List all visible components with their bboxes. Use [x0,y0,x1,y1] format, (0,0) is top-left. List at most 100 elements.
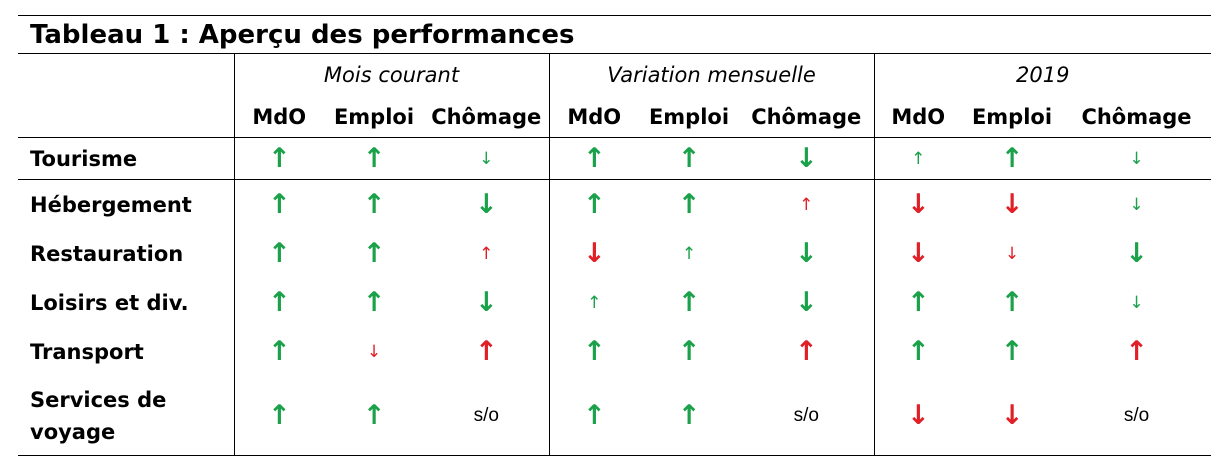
arrow-up-icon: ↑ [677,143,701,174]
arrow-down-icon: ↓ [794,143,818,174]
table-row: Hébergement ↑ ↑ ↓ ↑ ↑ ↑ ↓ ↓ ↓ [18,179,1211,230]
column-header: Emploi [324,95,424,138]
column-header: Emploi [962,95,1062,138]
table-cell: ↓ [1062,229,1211,278]
table-cell: ↑ [233,179,324,229]
column-header: Chômage [424,95,549,138]
row-label: Hébergement [30,192,192,217]
arrow-up-icon: ↑ [906,336,930,367]
group-header: 2019 [873,54,1211,95]
corner-cell [18,95,234,138]
table-cell: ↑ [639,137,739,180]
column-header: MdO [233,95,324,138]
arrow-up-icon: ↑ [582,336,606,367]
row-label: Services de voyage [18,376,234,456]
arrow-up-icon: ↑ [267,143,291,174]
row-label: Transport [30,339,144,364]
table-cell: ↑ [1062,327,1211,376]
table-title: Tableau 1 : Aperçu des performances [30,20,575,50]
table-cell: ↓ [739,229,874,278]
table-cell: ↑ [873,137,962,180]
arrow-up-icon: ↑ [362,143,386,174]
arrow-up-icon: ↑ [267,189,291,220]
table-cell: ↑ [873,327,962,376]
table-cell: ↑ [548,278,639,327]
arrow-up-icon: ↑ [479,244,494,264]
arrow-up-icon: ↑ [362,400,386,431]
table-cell: ↑ [233,278,324,327]
arrow-up-icon: ↑ [582,143,606,174]
arrow-down-icon: ↓ [1000,189,1024,220]
table-cell: ↑ [424,327,549,376]
arrow-down-icon: ↓ [479,149,494,169]
table-cell: ↓ [962,180,1062,230]
table-cell: ↓ [739,278,874,327]
table-cell: ↓ [548,229,639,278]
arrow-down-icon: ↓ [366,342,382,362]
arrow-up-icon: ↑ [677,400,701,431]
table-cell: ↑ [639,278,739,327]
arrow-up-icon: ↑ [1000,287,1024,318]
arrow-up-icon: ↑ [677,336,701,367]
column-header: Chômage [1062,95,1211,138]
column-header: Emploi [639,95,739,138]
table-cell: ↑ [548,376,639,456]
arrow-up-icon: ↑ [587,293,602,313]
table-cell: ↑ [233,327,324,376]
arrow-up-icon: ↑ [474,336,498,367]
table-cell: ↑ [548,137,639,180]
arrow-down-icon: ↓ [906,189,930,220]
table-cell: ↑ [548,179,639,229]
table-row: Services de voyage ↑ ↑ s/o ↑ ↑ s/o ↓ ↓ s/o [18,376,1211,456]
arrow-up-icon: ↑ [267,400,291,431]
table-row: Tourisme ↑ ↑ ↓ ↑ ↑ ↓ ↑ ↑ ↓ [18,137,1211,180]
table-cell: ↑ [962,327,1062,376]
not-applicable-text: s/o [473,404,499,426]
table-cell: ↓ [1062,180,1211,230]
table-cell: ↑ [324,137,424,180]
row-label: Restauration [30,241,184,266]
column-header: MdO [548,95,639,138]
table-cell: ↓ [424,180,549,230]
not-applicable-text: s/o [793,404,819,426]
table-row: Restauration ↑ ↑ ↑ ↓ ↑ ↓ ↓ ↓ ↓ [18,229,1211,278]
arrow-up-icon: ↑ [677,287,701,318]
arrow-up-icon: ↑ [582,400,606,431]
arrow-down-icon: ↓ [582,238,606,269]
performance-table: Mois courant Variation mensuelle 2019 Md… [18,54,1211,456]
table-cell: ↑ [639,327,739,376]
row-label: Tourisme [18,137,234,180]
arrow-up-icon: ↑ [362,189,386,220]
table-cell: ↑ [233,376,324,456]
arrow-down-icon: ↓ [474,287,498,318]
not-applicable-text: s/o [1123,404,1150,426]
arrow-down-icon: ↓ [1129,149,1144,169]
table-cell: s/o [739,376,874,456]
table-cell: ↑ [324,229,424,278]
table-cell: ↑ [324,278,424,327]
table-cell: s/o [1062,376,1211,456]
arrow-up-icon: ↑ [794,336,818,367]
table-cell: ↑ [962,137,1062,180]
table-cell: ↓ [739,137,874,180]
table-cell: ↓ [324,327,424,376]
arrow-down-icon: ↓ [474,189,498,220]
column-header: MdO [873,95,962,138]
table-cell: ↑ [324,376,424,456]
arrow-down-icon: ↓ [906,238,930,269]
arrow-up-icon: ↑ [911,149,926,169]
arrow-down-icon: ↓ [1000,400,1024,431]
arrow-up-icon: ↑ [362,287,386,318]
arrow-up-icon: ↑ [681,244,697,264]
arrow-down-icon: ↓ [794,238,818,269]
table-cell: ↑ [639,180,739,230]
table-cell: s/o [424,376,549,456]
arrow-down-icon: ↓ [1129,293,1144,313]
table-title-bar: Tableau 1 : Aperçu des performances [18,15,1211,54]
table-cell: ↑ [739,180,874,230]
arrow-up-icon: ↑ [267,287,291,318]
arrow-down-icon: ↓ [906,400,930,431]
table-row: Transport ↑ ↓ ↑ ↑ ↑ ↑ ↑ ↑ ↑ [18,327,1211,376]
arrow-down-icon: ↓ [1129,195,1144,215]
arrow-up-icon: ↑ [582,189,606,220]
